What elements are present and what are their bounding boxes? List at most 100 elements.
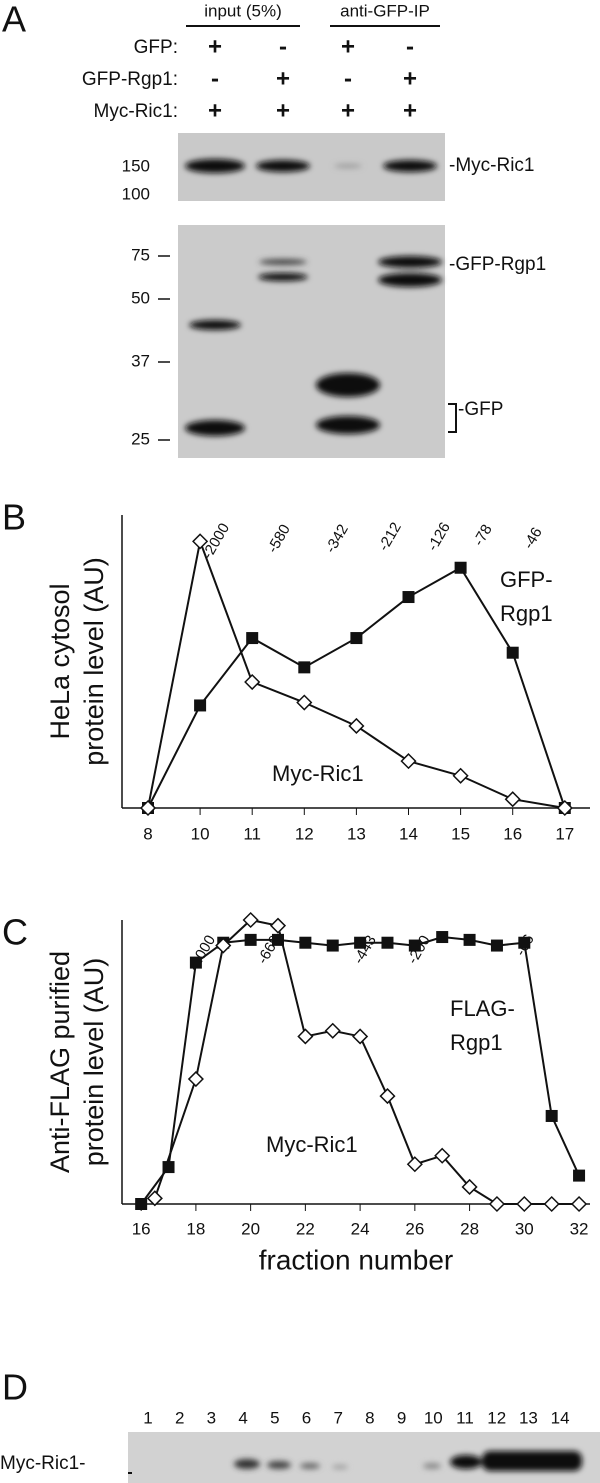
marker-square xyxy=(194,699,207,712)
marker-square xyxy=(573,1169,586,1182)
sign: - xyxy=(211,65,219,92)
lane-label: 11 xyxy=(456,1408,474,1427)
sign: - xyxy=(279,33,287,60)
series-label: GFP-Rgp1 xyxy=(500,567,553,626)
marker-diamond xyxy=(504,791,521,808)
marker-diamond xyxy=(570,1195,588,1213)
sign: - xyxy=(344,65,352,92)
marker-diamond xyxy=(296,694,313,711)
x-tick-label: 12 xyxy=(295,824,314,843)
lane-label: 10 xyxy=(424,1408,443,1427)
sign: + xyxy=(276,97,290,124)
lane-label: 4 xyxy=(238,1408,247,1427)
marker-square xyxy=(135,1198,148,1210)
sign: + xyxy=(208,33,222,60)
marker-square xyxy=(299,936,312,949)
marker-square xyxy=(246,632,259,645)
marker-diamond xyxy=(461,1178,478,1196)
sign: + xyxy=(403,97,417,124)
y-axis-label: protein level (AU) xyxy=(79,557,109,766)
marker-diamond xyxy=(556,799,573,817)
marker: 25 xyxy=(131,429,150,448)
marker-square xyxy=(350,632,363,645)
marker-square xyxy=(354,936,367,949)
marker: 150 xyxy=(122,156,150,175)
sign: - xyxy=(406,33,414,60)
marker-diamond xyxy=(242,911,259,929)
lane-label: 7 xyxy=(333,1408,342,1427)
sign: + xyxy=(208,97,222,124)
series-label-box: Myc-Ric1 xyxy=(266,1132,358,1157)
panel-label: A xyxy=(2,0,26,40)
marker-square xyxy=(506,646,519,659)
x-tick-label: 24 xyxy=(351,1219,370,1238)
band-label: -GFP-Rgp1 xyxy=(449,254,546,275)
lane-label: 13 xyxy=(519,1408,538,1427)
marker-diamond xyxy=(452,767,469,784)
marker-diamond xyxy=(215,937,232,954)
lane-label: 5 xyxy=(270,1408,279,1427)
marker-diamond xyxy=(324,1022,341,1039)
rules xyxy=(186,25,457,433)
lane-label: 9 xyxy=(397,1408,406,1427)
marker-diamond xyxy=(434,1147,451,1164)
annotation: -212 xyxy=(375,519,405,554)
marker-square xyxy=(408,939,421,952)
x-tick-label: 16 xyxy=(132,1219,151,1238)
band-label: -GFP xyxy=(458,399,503,420)
panel-label: B xyxy=(2,497,26,538)
row-label: GFP-Rgp1: xyxy=(82,69,178,90)
sign: + xyxy=(341,33,355,60)
lane-label: 14 xyxy=(551,1408,570,1427)
marker-square xyxy=(490,939,503,952)
lane-label: 6 xyxy=(302,1408,311,1427)
series-label-box: Myc-Ric1 xyxy=(272,761,364,786)
series-label: Myc-Ric1 xyxy=(272,761,364,786)
x-tick-label: 16 xyxy=(503,824,522,843)
marker-square xyxy=(436,931,449,944)
band-label: -Myc-Ric1 xyxy=(449,155,535,176)
marker-square xyxy=(454,561,467,574)
panel-label: D xyxy=(2,1367,28,1408)
marker-diamond xyxy=(139,799,157,817)
x-tick-label: 22 xyxy=(296,1219,315,1238)
x-tick-label: 15 xyxy=(451,824,470,843)
sign: + xyxy=(403,65,417,92)
series-label-box: FLAG-Rgp1 xyxy=(450,996,515,1055)
x-tick-label: 20 xyxy=(241,1219,260,1238)
x-tick-label: 18 xyxy=(186,1219,205,1238)
lane-label: 2 xyxy=(175,1408,184,1427)
x-tick-label: 13 xyxy=(347,824,366,843)
marker-diamond xyxy=(146,1190,163,1207)
marker-diamond xyxy=(488,1195,506,1213)
marker: 75 xyxy=(131,245,150,264)
series-label-box: GFP-Rgp1 xyxy=(500,567,553,626)
lane-label: 8 xyxy=(365,1408,374,1427)
x-tick-label: 17 xyxy=(555,824,574,843)
series-line xyxy=(153,918,580,1205)
marker-diamond xyxy=(406,1156,423,1173)
marker-diamond xyxy=(244,673,261,691)
marker-diamond xyxy=(187,1070,204,1088)
x-tick-label: 8 xyxy=(143,824,152,843)
marker-square xyxy=(298,661,311,674)
x-axis-label: fraction number xyxy=(259,1244,454,1275)
header: input (5%) xyxy=(204,1,281,20)
marker-square xyxy=(545,1109,558,1122)
marker-diamond xyxy=(348,717,365,735)
marker-diamond xyxy=(543,1195,560,1213)
annotation: -78 xyxy=(470,522,496,549)
marker-square xyxy=(518,936,531,949)
marker-square xyxy=(402,591,415,604)
row-label: Myc-Ric1: xyxy=(94,101,178,122)
marker-diamond xyxy=(516,1195,533,1213)
x-tick-label: 28 xyxy=(460,1219,479,1238)
x-tick-label: 32 xyxy=(570,1219,589,1238)
annotation: -126 xyxy=(424,519,454,554)
marker-diamond xyxy=(379,1088,396,1105)
marker-diamond xyxy=(400,753,417,770)
y-axis-label: Anti-FLAG purified xyxy=(45,951,75,1173)
marker-diamond xyxy=(269,917,287,934)
header: anti-GFP-IP xyxy=(340,1,430,20)
